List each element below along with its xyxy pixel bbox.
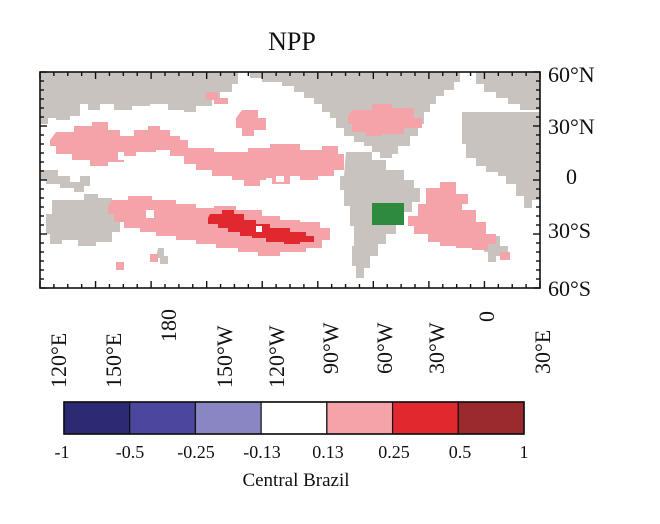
lon-label-60w: 60°W [372, 322, 397, 374]
cbar-label-6: 0.5 [449, 442, 472, 462]
colorbar-swatch [391, 401, 459, 435]
longitude-labels: 120°E 150°E 180 150°W 120°W 90°W 60°W 30… [46, 309, 555, 388]
colorbar-swatch [63, 401, 131, 435]
colorbar-swatches [63, 401, 525, 435]
colorbar-frame [63, 401, 525, 435]
lon-label-120e: 120°E [46, 333, 71, 388]
cbar-label-3: -0.13 [243, 442, 281, 462]
lat-label-30s: 30°S [548, 218, 591, 243]
area-tropical-pacific-north [162, 140, 344, 186]
map-panel [39, 71, 541, 289]
cbar-label-7: 1 [520, 442, 529, 462]
lon-label-30e: 30°E [530, 330, 555, 374]
area-south-africa-patch [500, 252, 510, 260]
lon-label-150w: 150°W [212, 325, 237, 388]
gaps-layer [118, 152, 284, 218]
lat-label-60n: 60°N [548, 62, 595, 87]
area-north-pacific-west [50, 122, 180, 166]
latitude-labels: 60°N 30°N 0 30°S 60°S [548, 62, 595, 301]
cbar-label-5: 0.25 [378, 442, 410, 462]
gap-4 [118, 152, 124, 160]
colorbar-swatch [457, 401, 525, 435]
colorbar-swatch [194, 401, 262, 435]
area-north-atlantic [348, 104, 422, 136]
cbar-label-4: 0.13 [312, 442, 344, 462]
gap-3 [276, 176, 284, 182]
colorbar-swatch [260, 401, 328, 435]
area-north-pacific-patch [206, 92, 228, 104]
area-southwest-patch [116, 262, 124, 270]
colorbar-tick-labels: -1 -0.5 -0.25 -0.13 0.13 0.25 0.5 1 [55, 442, 529, 462]
lon-label-150e: 150°E [101, 333, 126, 388]
gap-2 [266, 178, 272, 186]
area-southwest-patch-2 [150, 254, 158, 262]
land-asia [40, 72, 238, 124]
colorbar-swatch [326, 401, 394, 435]
land-japan [88, 84, 104, 106]
figure-title: NPP [268, 27, 316, 56]
cbar-label-1: -0.5 [116, 442, 145, 462]
colorbar: -1 -0.5 -0.25 -0.13 0.13 0.25 0.5 1 Cent… [55, 401, 529, 491]
lat-label-30n: 30°N [548, 114, 595, 139]
lon-label-180: 180 [156, 309, 181, 342]
land-new-zealand [156, 248, 168, 264]
gap-strong [256, 226, 262, 232]
gap-1 [146, 210, 154, 218]
lat-label-0: 0 [566, 164, 577, 189]
colorbar-swatch [129, 401, 197, 435]
land-europe-north [476, 72, 540, 110]
lon-label-90w: 90°W [318, 322, 343, 374]
area-hawaii-strip [236, 110, 266, 136]
lon-label-0: 0 [474, 311, 499, 322]
land-maritime-continent [40, 170, 90, 192]
lat-label-60s: 60°S [548, 276, 591, 301]
colorbar-label: Central Brazil [242, 470, 349, 491]
land-australia [46, 194, 120, 246]
lon-label-120w: 120°W [264, 325, 289, 388]
central-brazil-region-box [372, 203, 404, 225]
map-ticks [39, 71, 541, 289]
lon-label-30w: 30°W [424, 322, 449, 374]
cbar-label-0: -1 [55, 442, 70, 462]
cbar-label-2: -0.25 [177, 442, 215, 462]
land-africa [462, 112, 540, 208]
area-south-atlantic [408, 182, 496, 250]
